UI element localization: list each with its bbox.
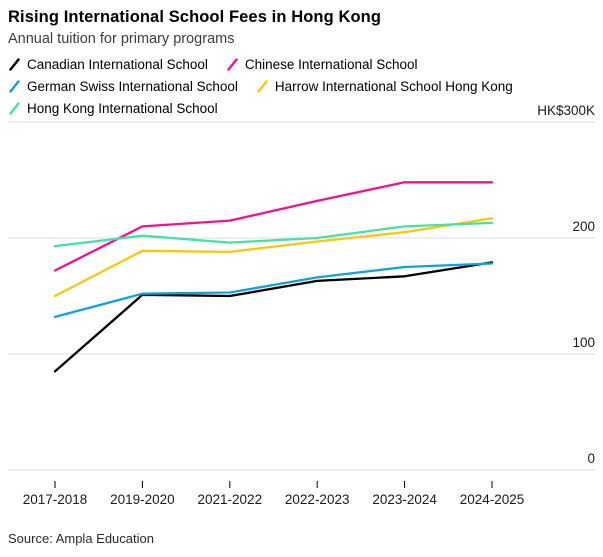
legend-label: Canadian International School [27,56,208,72]
y-tick-label: HK$300K [537,103,595,118]
legend-slash-icon [257,79,268,93]
y-tick-label: 100 [572,335,595,350]
legend-label: Harrow International School Hong Kong [274,78,513,94]
legend-slash-icon [9,79,20,93]
x-tick-label: 2019-2020 [110,492,175,507]
x-tick-label: 2022-2023 [285,492,350,507]
chart-title: Rising International School Fees in Hong… [8,8,382,26]
legend-item: Chinese International School [226,55,418,73]
x-tick-label: 2021-2022 [198,492,263,507]
x-tick-label: 2017-2018 [23,492,88,507]
legend-label: German Swiss International School [27,78,238,94]
series-line [53,261,494,373]
series-line [53,221,494,248]
series-line [53,181,494,272]
series-line [53,262,494,319]
legend-slash-icon [227,57,238,71]
chart-subtitle: Annual tuition for primary programs [8,31,235,47]
legend-item: Hong Kong International School [8,99,218,117]
legend-item: Canadian International School [8,55,208,73]
x-tick-label: 2023-2024 [372,492,437,507]
legend-item: German Swiss International School [8,77,238,95]
legend-label: Chinese International School [244,56,418,72]
y-tick-label: 200 [572,219,595,234]
source-note: Source: Ampla Education [8,531,154,546]
legend: Canadian International School Chinese Int… [0,55,603,117]
legend-slash-icon [9,57,20,71]
y-tick-label: 0 [587,451,595,466]
x-tick-label: 2024-2025 [460,492,525,507]
legend-item: Harrow International School Hong Kong [256,77,513,95]
chart-header: Rising International School Fees in Hong… [0,0,603,47]
series-line [53,217,494,298]
legend-slash-icon [9,101,20,115]
fees-line-chart: 0 100 200 HK$300K 2017-2018 2019-2020 2021-202… [8,103,595,507]
legend-label: Hong Kong International School [27,100,218,116]
